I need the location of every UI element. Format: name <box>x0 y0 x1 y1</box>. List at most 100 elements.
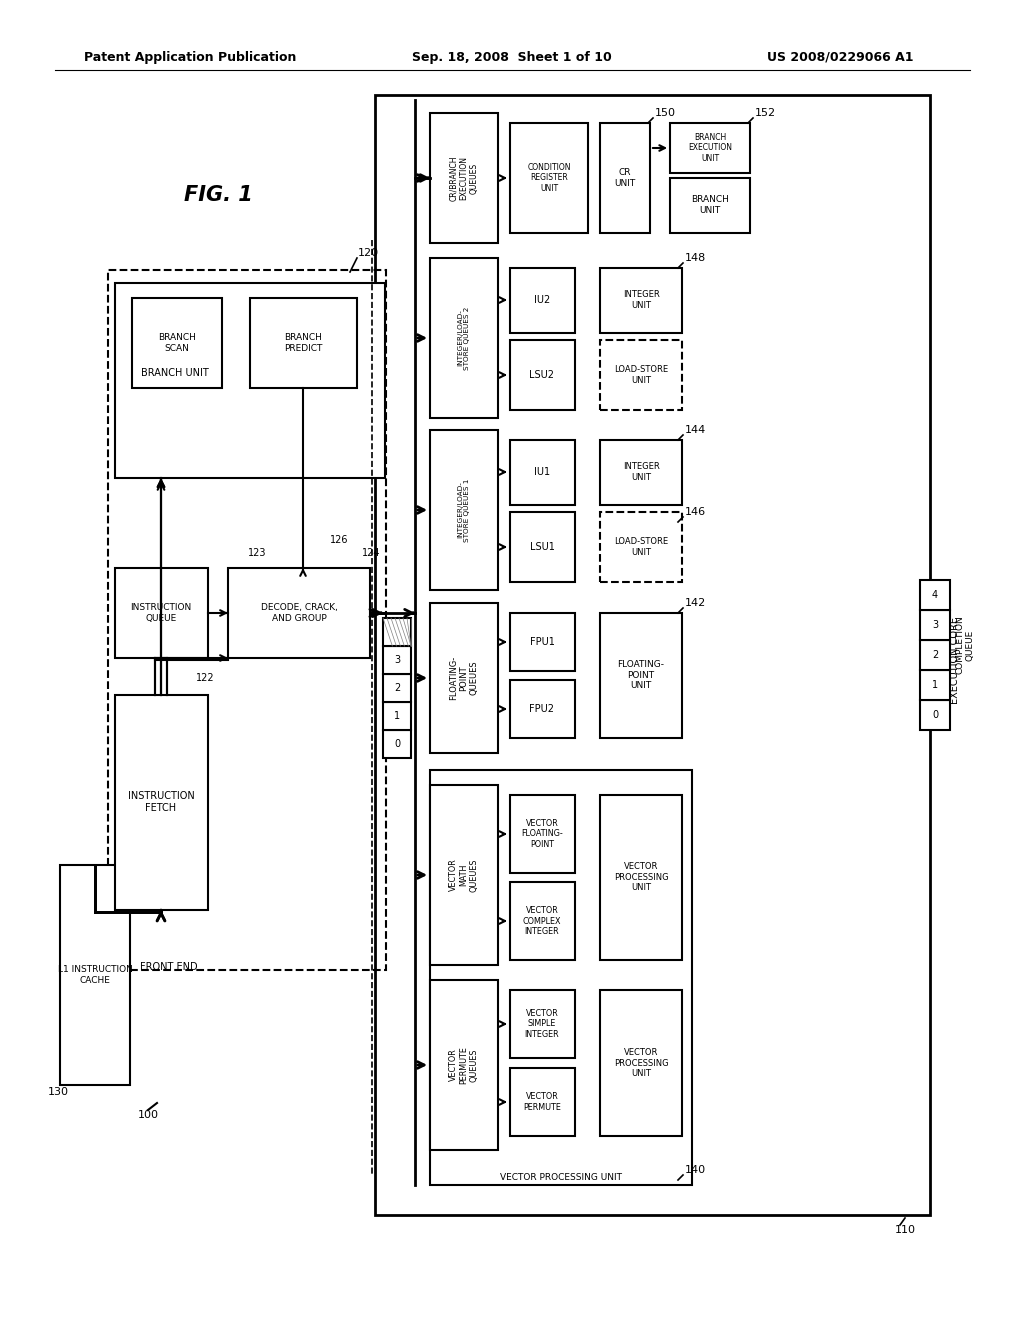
Bar <box>430 257 498 418</box>
Bar <box>510 512 575 582</box>
Text: 130: 130 <box>47 1086 69 1097</box>
Bar <box>430 770 692 1185</box>
Bar <box>383 645 411 675</box>
Bar <box>383 730 411 758</box>
Text: 3: 3 <box>394 655 400 665</box>
Text: LSU1: LSU1 <box>529 543 554 552</box>
Bar <box>600 990 682 1137</box>
Text: 123: 123 <box>248 548 266 558</box>
Bar <box>920 640 950 671</box>
Text: INTEGER
UNIT: INTEGER UNIT <box>623 462 659 482</box>
Bar <box>250 298 357 388</box>
Bar <box>920 610 950 640</box>
Text: 0: 0 <box>394 739 400 748</box>
Text: VECTOR
SIMPLE
INTEGER: VECTOR SIMPLE INTEGER <box>524 1008 559 1039</box>
Bar <box>115 568 208 657</box>
Bar <box>383 702 411 730</box>
Text: 152: 152 <box>755 108 776 117</box>
Bar <box>132 298 222 388</box>
Bar <box>383 618 411 645</box>
Text: BRANCH UNIT: BRANCH UNIT <box>141 368 209 378</box>
Text: 140: 140 <box>685 1166 707 1175</box>
Bar <box>430 430 498 590</box>
Text: FLOATING-
POINT
QUEUES: FLOATING- POINT QUEUES <box>450 656 479 700</box>
Bar <box>430 603 498 752</box>
Text: VECTOR
PROCESSING
UNIT: VECTOR PROCESSING UNIT <box>613 862 669 892</box>
Text: INTEGER/LOAD-
STORE QUEUES 1: INTEGER/LOAD- STORE QUEUES 1 <box>458 478 470 541</box>
Text: IU1: IU1 <box>534 467 550 477</box>
Bar <box>510 795 575 873</box>
Text: 2: 2 <box>394 682 400 693</box>
Text: VECTOR
PROCESSING
UNIT: VECTOR PROCESSING UNIT <box>613 1048 669 1078</box>
Text: VECTOR
MATH
QUEUES: VECTOR MATH QUEUES <box>450 858 479 892</box>
Bar <box>115 282 385 478</box>
Bar <box>510 882 575 960</box>
Bar <box>510 341 575 411</box>
Text: IU2: IU2 <box>534 294 550 305</box>
Bar <box>510 680 575 738</box>
Text: COMPLETION
QUEUE: COMPLETION QUEUE <box>955 615 975 675</box>
Bar <box>108 271 386 970</box>
Text: LSU2: LSU2 <box>529 370 555 380</box>
Text: FLOATING-
POINT
UNIT: FLOATING- POINT UNIT <box>617 660 665 690</box>
Text: EXECUTION CORE: EXECUTION CORE <box>950 616 961 704</box>
Text: 1: 1 <box>932 680 938 690</box>
Text: FRONT END: FRONT END <box>140 962 198 972</box>
Text: DECODE, CRACK,
AND GROUP: DECODE, CRACK, AND GROUP <box>260 603 338 623</box>
Bar <box>383 675 411 702</box>
Text: LOAD-STORE
UNIT: LOAD-STORE UNIT <box>614 537 668 557</box>
Bar <box>60 865 130 1085</box>
Text: 110: 110 <box>895 1225 916 1236</box>
Text: VECTOR PROCESSING UNIT: VECTOR PROCESSING UNIT <box>500 1172 622 1181</box>
Text: BRANCH
SCAN: BRANCH SCAN <box>158 333 196 352</box>
Text: 146: 146 <box>685 507 707 517</box>
Bar <box>600 123 650 234</box>
Bar <box>600 795 682 960</box>
Text: 122: 122 <box>196 673 215 682</box>
Bar <box>920 671 950 700</box>
Text: FPU2: FPU2 <box>529 704 555 714</box>
Text: CR/BRANCH
EXECUTION
QUEUES: CR/BRANCH EXECUTION QUEUES <box>450 156 479 201</box>
Bar <box>430 785 498 965</box>
Text: 148: 148 <box>685 253 707 263</box>
Text: L1 INSTRUCTION
CACHE: L1 INSTRUCTION CACHE <box>57 965 132 985</box>
Text: INTEGER/LOAD-
STORE QUEUES 2: INTEGER/LOAD- STORE QUEUES 2 <box>458 306 470 370</box>
Bar <box>600 512 682 582</box>
Text: 150: 150 <box>655 108 676 117</box>
Text: Patent Application Publication: Patent Application Publication <box>84 50 296 63</box>
Text: 0: 0 <box>932 710 938 719</box>
Text: 144: 144 <box>685 425 707 436</box>
Bar <box>920 700 950 730</box>
Text: 2: 2 <box>932 649 938 660</box>
Text: 1: 1 <box>394 711 400 721</box>
Text: CR
UNIT: CR UNIT <box>614 168 636 187</box>
Text: 4: 4 <box>932 590 938 601</box>
Bar <box>600 440 682 506</box>
Bar <box>510 268 575 333</box>
Bar <box>510 612 575 671</box>
Text: FPU1: FPU1 <box>529 638 554 647</box>
Text: BRANCH
PREDICT: BRANCH PREDICT <box>284 333 323 352</box>
Bar <box>510 123 588 234</box>
Text: VECTOR
PERMUTE
QUEUES: VECTOR PERMUTE QUEUES <box>450 1045 479 1084</box>
Bar <box>228 568 370 657</box>
Text: INTEGER
UNIT: INTEGER UNIT <box>623 290 659 310</box>
Text: FIG. 1: FIG. 1 <box>183 185 252 205</box>
Text: LOAD-STORE
UNIT: LOAD-STORE UNIT <box>614 366 668 384</box>
Text: INSTRUCTION
FETCH: INSTRUCTION FETCH <box>128 791 195 813</box>
Bar <box>600 341 682 411</box>
Text: INSTRUCTION
QUEUE: INSTRUCTION QUEUE <box>130 603 191 623</box>
Bar <box>510 1068 575 1137</box>
Text: 126: 126 <box>330 535 348 545</box>
Bar <box>510 990 575 1059</box>
Bar <box>430 114 498 243</box>
Bar <box>510 440 575 506</box>
Bar <box>670 123 750 173</box>
Bar <box>430 979 498 1150</box>
Bar <box>375 95 930 1214</box>
Text: Sep. 18, 2008  Sheet 1 of 10: Sep. 18, 2008 Sheet 1 of 10 <box>412 50 612 63</box>
Text: 120: 120 <box>358 248 379 257</box>
Bar <box>670 178 750 234</box>
Text: VECTOR
PERMUTE: VECTOR PERMUTE <box>523 1093 561 1111</box>
Text: BRANCH
EXECUTION
UNIT: BRANCH EXECUTION UNIT <box>688 133 732 162</box>
